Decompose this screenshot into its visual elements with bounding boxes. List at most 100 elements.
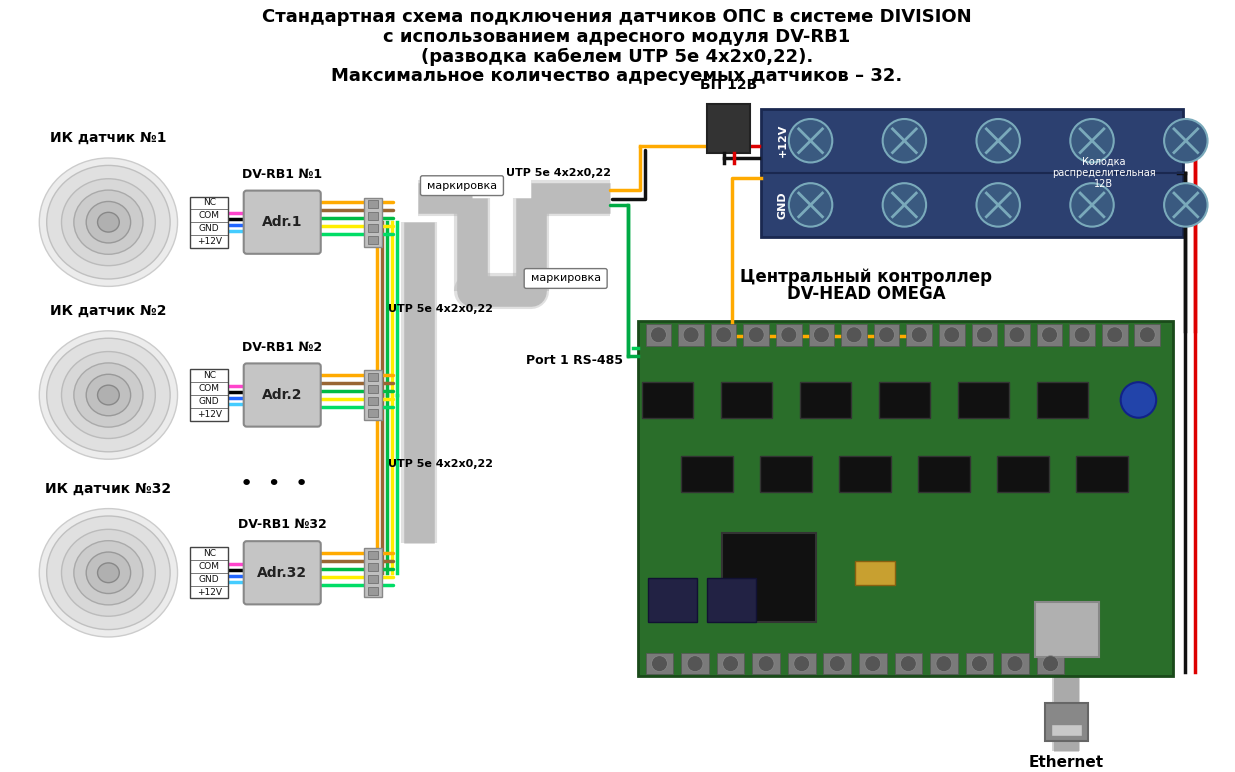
Bar xyxy=(1036,324,1062,346)
Bar xyxy=(368,551,378,559)
Bar xyxy=(706,577,756,622)
Circle shape xyxy=(1071,183,1114,227)
Bar xyxy=(1002,653,1029,675)
Bar xyxy=(1051,724,1082,736)
Ellipse shape xyxy=(98,385,120,405)
Circle shape xyxy=(687,655,703,672)
Circle shape xyxy=(977,327,992,343)
Bar xyxy=(368,409,378,417)
Text: DV-RB1 №32: DV-RB1 №32 xyxy=(238,518,326,531)
Circle shape xyxy=(748,327,764,343)
Bar xyxy=(761,109,1183,237)
Circle shape xyxy=(972,655,987,672)
Bar xyxy=(1004,324,1030,346)
Ellipse shape xyxy=(40,158,178,286)
Bar xyxy=(368,201,378,208)
Text: Port 1 RS-485: Port 1 RS-485 xyxy=(526,354,622,367)
Bar xyxy=(368,385,378,393)
Bar xyxy=(761,456,811,492)
Bar xyxy=(800,382,851,418)
Bar xyxy=(364,198,382,247)
Bar xyxy=(743,324,769,346)
Circle shape xyxy=(1120,382,1156,418)
FancyBboxPatch shape xyxy=(243,191,321,254)
Text: DV-HEAD OMEGA: DV-HEAD OMEGA xyxy=(787,285,945,303)
Text: COM: COM xyxy=(199,562,220,571)
Circle shape xyxy=(758,655,774,672)
Circle shape xyxy=(900,655,916,672)
Ellipse shape xyxy=(40,331,178,459)
Text: COM: COM xyxy=(199,212,220,220)
Circle shape xyxy=(1009,327,1025,343)
Bar xyxy=(809,324,835,346)
Circle shape xyxy=(722,655,739,672)
Text: Максимальное количество адресуемых датчиков – 32.: Максимальное количество адресуемых датчи… xyxy=(331,67,903,85)
Bar xyxy=(939,324,965,346)
Circle shape xyxy=(1071,119,1114,162)
Circle shape xyxy=(683,327,699,343)
Circle shape xyxy=(789,183,832,227)
Circle shape xyxy=(1007,655,1023,672)
Bar xyxy=(824,653,851,675)
Text: Adr.32: Adr.32 xyxy=(257,566,308,580)
Bar xyxy=(682,456,732,492)
Bar xyxy=(368,563,378,571)
Ellipse shape xyxy=(62,179,156,266)
Text: DV-RB1 №2: DV-RB1 №2 xyxy=(242,340,322,354)
Bar xyxy=(906,324,932,346)
Circle shape xyxy=(1107,327,1123,343)
Bar xyxy=(368,212,378,220)
Circle shape xyxy=(794,655,810,672)
Ellipse shape xyxy=(74,363,143,427)
Circle shape xyxy=(789,119,832,162)
Circle shape xyxy=(944,327,960,343)
Bar xyxy=(368,374,378,381)
Bar xyxy=(711,324,736,346)
Bar xyxy=(860,653,887,675)
Ellipse shape xyxy=(86,374,131,416)
Bar xyxy=(879,382,930,418)
Ellipse shape xyxy=(47,516,170,629)
Circle shape xyxy=(651,327,667,343)
Bar xyxy=(368,397,378,405)
Text: •  •  •: • • • xyxy=(240,474,309,494)
Bar xyxy=(682,653,709,675)
Text: Колодка
распределительная
12В: Колодка распределительная 12В xyxy=(1052,156,1156,189)
Text: БП 12В: БП 12В xyxy=(700,78,757,92)
Text: Adr.2: Adr.2 xyxy=(262,388,303,402)
Ellipse shape xyxy=(98,212,120,232)
Ellipse shape xyxy=(98,563,120,583)
Circle shape xyxy=(936,655,952,672)
Text: Центральный контроллер: Центральный контроллер xyxy=(740,269,992,286)
Bar xyxy=(678,324,704,346)
Bar xyxy=(788,653,815,675)
Text: ИК датчик №1: ИК датчик №1 xyxy=(51,131,167,145)
Text: UTP 5e 4x2x0,22: UTP 5e 4x2x0,22 xyxy=(388,303,493,313)
Ellipse shape xyxy=(47,165,170,279)
Text: NC: NC xyxy=(203,549,216,558)
Bar xyxy=(752,653,781,675)
Bar xyxy=(1036,653,1065,675)
Circle shape xyxy=(883,119,926,162)
Circle shape xyxy=(1165,183,1208,227)
Bar xyxy=(997,456,1049,492)
Bar xyxy=(1045,703,1088,740)
Bar xyxy=(647,577,697,622)
Bar xyxy=(855,561,894,584)
Text: GND: GND xyxy=(199,397,220,406)
Bar xyxy=(1135,324,1160,346)
Ellipse shape xyxy=(62,530,156,616)
Text: UTP 5e 4x2x0,22: UTP 5e 4x2x0,22 xyxy=(388,459,493,469)
Bar xyxy=(957,382,1009,418)
Circle shape xyxy=(1042,655,1058,672)
Text: +12V: +12V xyxy=(196,587,221,597)
Bar xyxy=(918,456,969,492)
Circle shape xyxy=(864,655,881,672)
Bar xyxy=(646,324,672,346)
Bar xyxy=(368,236,378,244)
Text: +12V: +12V xyxy=(778,124,788,157)
Circle shape xyxy=(830,655,845,672)
Bar xyxy=(1102,324,1128,346)
Text: COM: COM xyxy=(199,384,220,393)
Bar xyxy=(364,371,382,420)
